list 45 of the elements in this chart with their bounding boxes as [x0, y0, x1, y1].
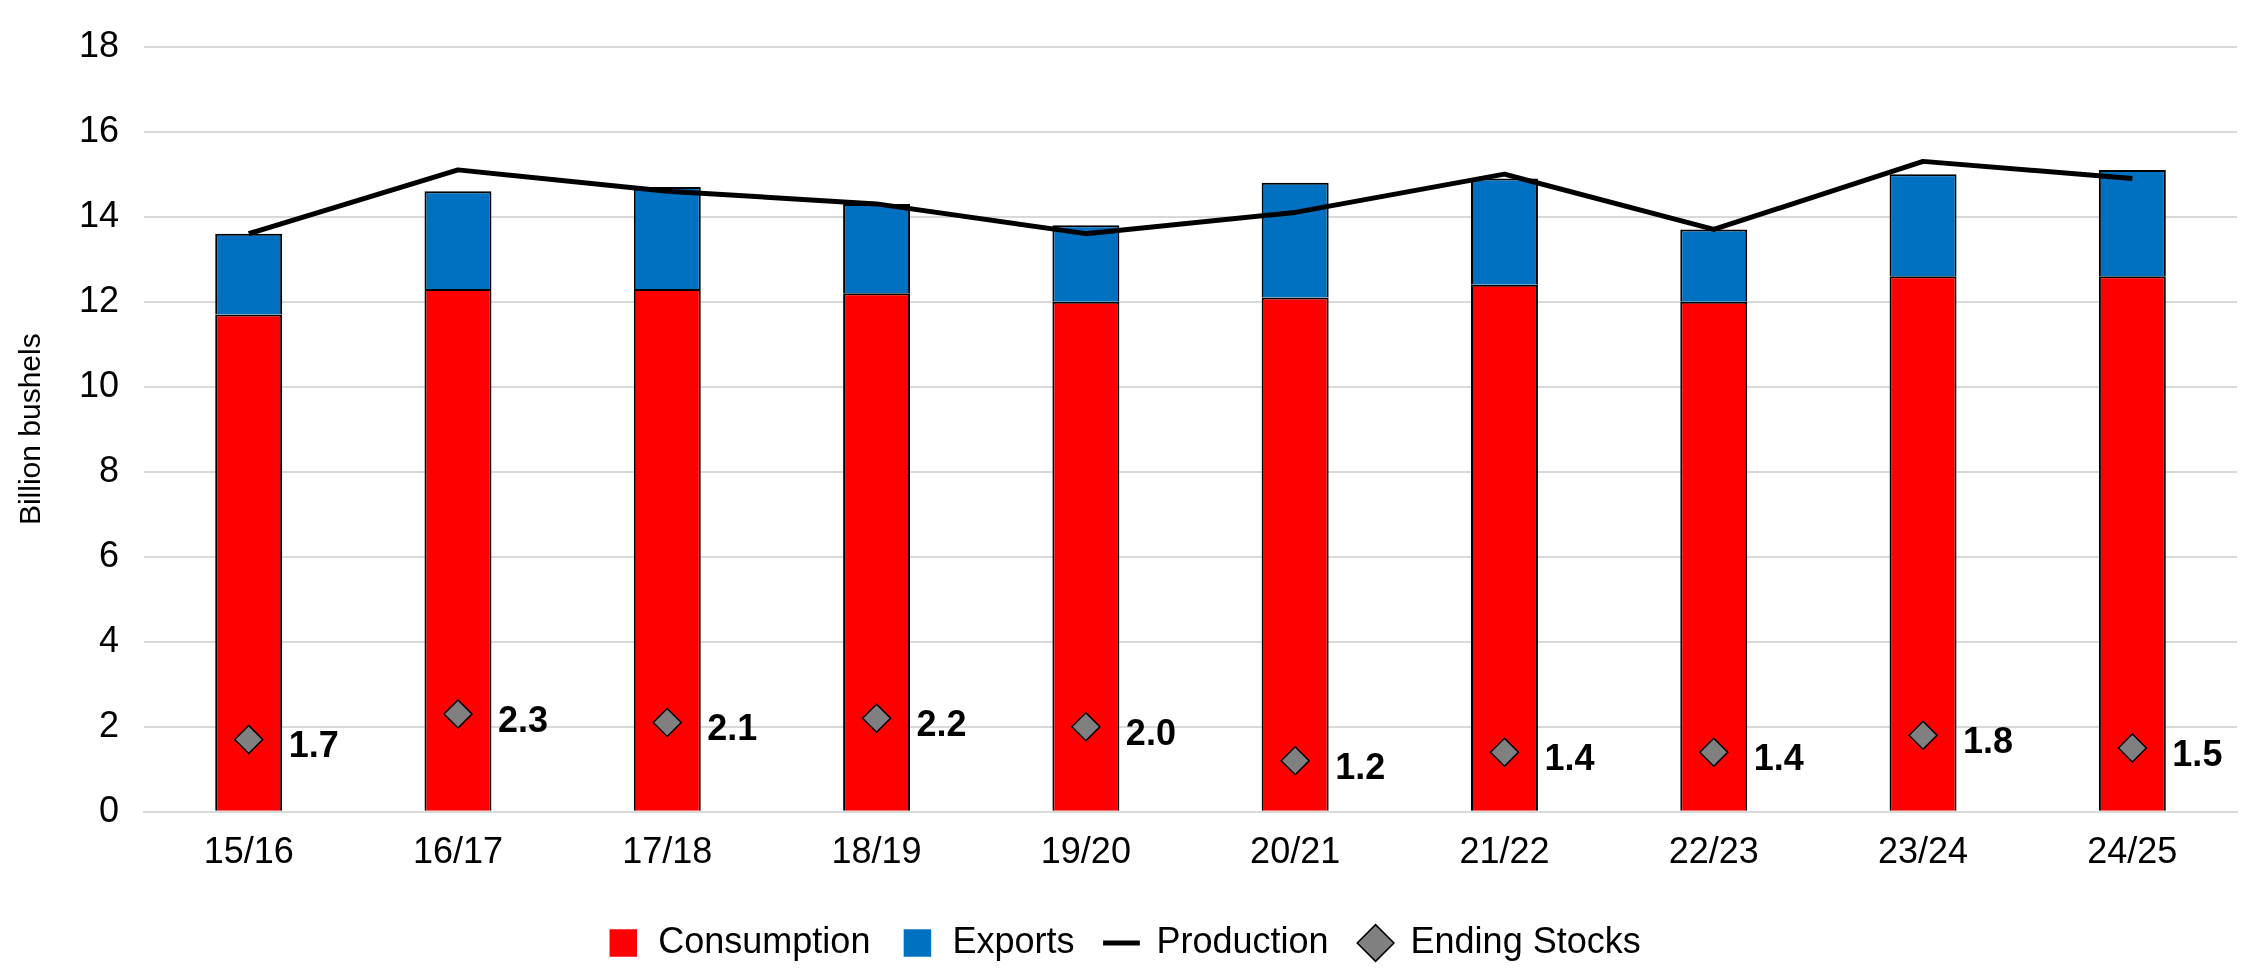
data-label: 2.0 [1125, 711, 1176, 753]
y-axis-title: Billion bushels [13, 333, 47, 526]
legend-label: Ending Stocks [1410, 919, 1641, 961]
y-tick-label: 8 [99, 448, 120, 490]
point [443, 699, 473, 729]
y-tick-label: 0 [99, 788, 120, 830]
legend-label: Production [1156, 919, 1329, 961]
legend-label: Exports [952, 919, 1075, 961]
data-label: 2.2 [916, 703, 967, 745]
y-tick-label: 2 [99, 703, 120, 745]
y-tick-label: 16 [79, 108, 120, 150]
y-tick-label: 12 [79, 278, 120, 320]
point [1280, 746, 1310, 776]
point [1699, 737, 1729, 768]
data-label: 1.7 [288, 724, 339, 766]
data-label: 1.2 [1335, 745, 1386, 787]
x-tick-label: 20/21 [1250, 830, 1341, 872]
x-tick-label: 24/25 [2087, 830, 2178, 872]
data-label: 1.5 [2172, 732, 2223, 774]
data-label: 1.4 [1544, 737, 1595, 779]
data-label: 1.8 [1963, 720, 2014, 762]
legend-label: Consumption [658, 919, 871, 961]
point [652, 707, 683, 738]
y-tick-label: 4 [99, 618, 120, 660]
x-tick-label: 22/23 [1668, 830, 1759, 872]
y-tick-label: 14 [79, 193, 120, 235]
x-tick-label: 17/18 [622, 830, 713, 872]
x-tick-label: 16/17 [412, 830, 504, 872]
y-tick-label: 10 [79, 363, 120, 405]
data-label: 2.3 [497, 698, 549, 740]
x-tick-label: 23/24 [1878, 830, 1969, 872]
point [1908, 720, 1938, 751]
y-tick-label: 18 [79, 23, 120, 65]
x-tick-label: 18/19 [831, 830, 922, 872]
data-label: 1.4 [1753, 737, 1804, 779]
point [2117, 733, 2148, 763]
point [1071, 712, 1101, 742]
x-tick-label: 19/20 [1040, 830, 1131, 872]
data-label: 2.1 [707, 707, 758, 749]
y-tick-label: 6 [99, 533, 120, 575]
point [861, 703, 892, 734]
x-tick-label: 15/16 [203, 830, 294, 872]
point [1489, 737, 1520, 768]
point [233, 724, 264, 755]
x-tick-label: 21/22 [1459, 830, 1550, 872]
